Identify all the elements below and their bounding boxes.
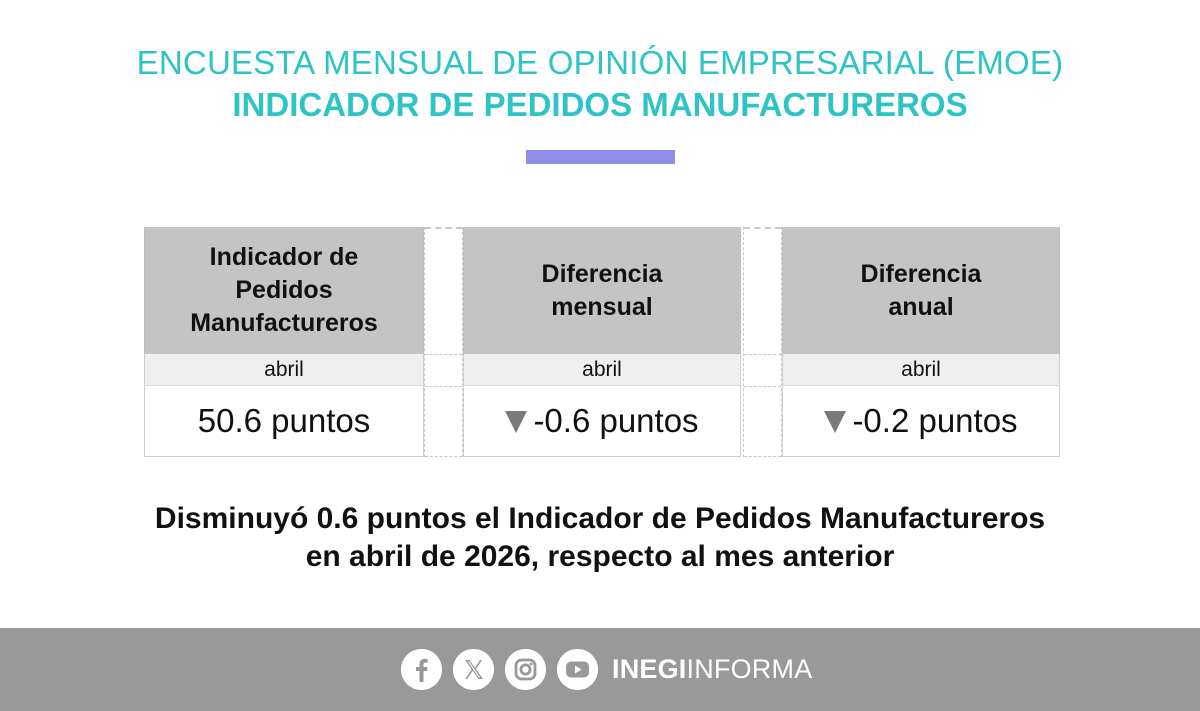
youtube-icon[interactable] bbox=[557, 648, 598, 690]
accent-divider bbox=[526, 150, 675, 164]
brand-regular: INFORMA bbox=[686, 653, 813, 684]
indicator-table: Indicador de Pedidos Manufactureros abri… bbox=[144, 227, 1060, 457]
annual-difference-value: -0.2 puntos bbox=[782, 385, 1060, 457]
value-text: -0.2 puntos bbox=[852, 402, 1018, 439]
header-line: Pedidos bbox=[235, 276, 333, 304]
column-spacer bbox=[424, 227, 463, 457]
inegi-informa-logo: INEGIINFORMA bbox=[612, 654, 812, 685]
column-header: Diferencia mensual bbox=[463, 227, 741, 354]
column-spacer bbox=[743, 227, 782, 457]
facebook-icon[interactable] bbox=[401, 648, 442, 690]
period-label: abril bbox=[144, 354, 424, 385]
column-monthly-difference: Diferencia mensual abril -0.6 puntos bbox=[463, 227, 741, 457]
period-label: abril bbox=[782, 354, 1060, 385]
header-line: anual bbox=[888, 292, 954, 321]
header-line: Indicador de bbox=[209, 243, 359, 271]
header-line: Diferencia bbox=[541, 259, 663, 288]
header-line: Diferencia bbox=[860, 259, 982, 288]
header-line: Manufactureros bbox=[190, 309, 378, 337]
down-triangle-icon bbox=[824, 411, 847, 433]
monthly-difference-value: -0.6 puntos bbox=[463, 385, 741, 457]
instagram-icon[interactable] bbox=[505, 648, 546, 690]
indicator-title: INDICADOR DE PEDIDOS MANUFACTUREROS bbox=[232, 86, 968, 123]
value-text: -0.6 puntos bbox=[533, 402, 699, 439]
column-header: Indicador de Pedidos Manufactureros bbox=[144, 227, 424, 354]
brand-bold: INEGI bbox=[612, 653, 687, 684]
footer-bar: INEGIINFORMA bbox=[0, 628, 1200, 711]
social-links: INEGIINFORMA bbox=[401, 648, 812, 690]
summary-line: Disminuyó 0.6 puntos el Indicador de Ped… bbox=[154, 502, 1046, 535]
period-label: abril bbox=[463, 354, 741, 385]
column-annual-difference: Diferencia anual abril -0.2 puntos bbox=[782, 227, 1060, 457]
x-icon[interactable] bbox=[453, 648, 494, 690]
indicator-value: 50.6 puntos bbox=[144, 385, 424, 457]
header-line: mensual bbox=[551, 292, 653, 321]
summary-text: Disminuyó 0.6 puntos el Indicador de Ped… bbox=[0, 500, 1200, 576]
value-text: 50.6 puntos bbox=[197, 402, 371, 439]
down-triangle-icon bbox=[505, 411, 528, 433]
column-header: Diferencia anual bbox=[782, 227, 1060, 354]
summary-line: en abril de 2026, respecto al mes anteri… bbox=[305, 540, 895, 573]
survey-title: ENCUESTA MENSUAL DE OPINIÓN EMPRESARIAL … bbox=[136, 44, 1064, 81]
column-indicator: Indicador de Pedidos Manufactureros abri… bbox=[144, 227, 424, 457]
